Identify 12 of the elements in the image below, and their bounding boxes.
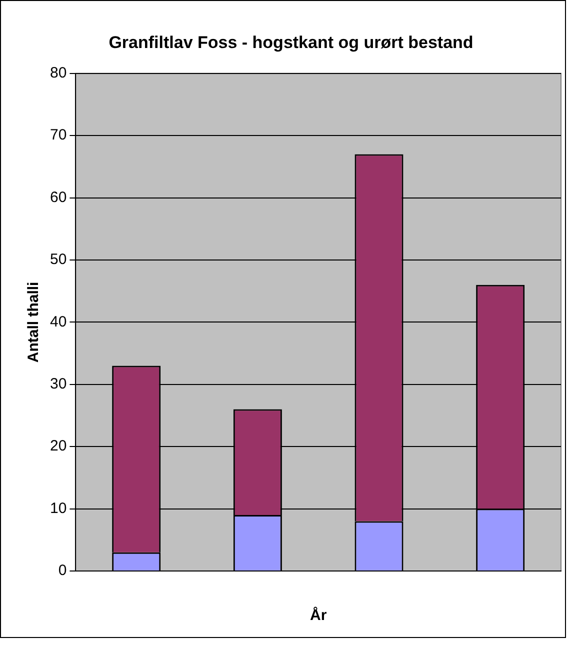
y-tick-label: 60: [50, 188, 67, 206]
y-tick-label: 0: [58, 562, 67, 580]
y-tick-label: 80: [50, 64, 67, 82]
y-tick-label: 70: [50, 126, 67, 144]
y-tick-label: 10: [50, 500, 67, 517]
chart-title: Granfiltlav Foss - hogstkant og urørt bestand: [108, 32, 474, 52]
y-axis-title: Antall thalli: [25, 282, 42, 363]
x-axis-title: År: [310, 606, 327, 624]
y-tick-label: 30: [50, 376, 67, 393]
y-tick-label: 50: [50, 251, 67, 268]
y-tick-label: 40: [50, 313, 67, 330]
y-tick-label: 20: [50, 438, 67, 455]
